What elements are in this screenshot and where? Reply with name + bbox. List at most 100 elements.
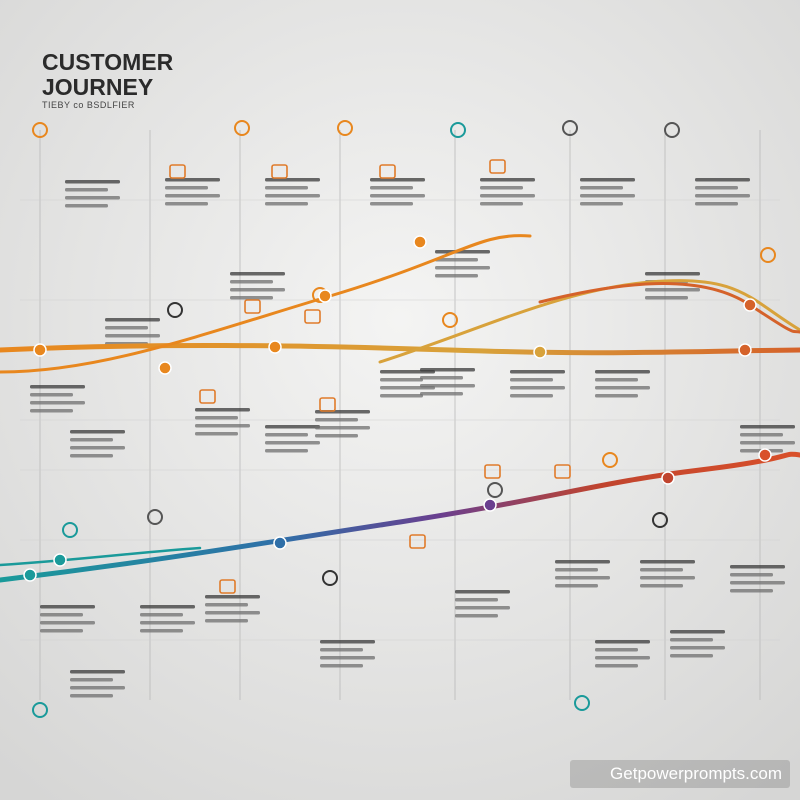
text-placeholder — [380, 378, 423, 382]
icon — [62, 522, 78, 538]
journey-line — [538, 282, 800, 334]
text-placeholder — [65, 188, 108, 192]
text-placeholder — [165, 178, 220, 182]
text-placeholder — [645, 296, 688, 300]
text-placeholder — [580, 178, 635, 182]
icon — [337, 120, 353, 136]
title-line: JOURNEY — [42, 74, 153, 100]
text-placeholder — [230, 288, 285, 292]
journey-node — [743, 298, 757, 312]
text-placeholder — [510, 394, 553, 398]
text-placeholder — [455, 590, 510, 594]
text-placeholder — [265, 202, 308, 206]
text-placeholder — [265, 425, 320, 429]
text-placeholder — [595, 386, 650, 390]
text-placeholder — [640, 560, 695, 564]
text-placeholder — [165, 186, 208, 190]
text-placeholder — [320, 640, 375, 644]
text-placeholder — [580, 194, 635, 198]
icon — [554, 464, 571, 479]
text-placeholder — [480, 202, 523, 206]
text-placeholder — [70, 670, 125, 674]
text-placeholder — [30, 409, 73, 413]
decoration — [0, 120, 800, 788]
text-placeholder — [315, 426, 370, 430]
text-placeholder — [105, 334, 160, 338]
text-placeholder — [740, 433, 783, 437]
journey-node — [23, 568, 37, 582]
text-placeholder — [230, 280, 273, 284]
journey-node — [738, 343, 752, 357]
journey-node — [758, 448, 772, 462]
text-placeholder — [195, 432, 238, 436]
text-placeholder — [30, 393, 73, 397]
text-placeholder — [315, 434, 358, 438]
text-placeholder — [40, 621, 95, 625]
text-placeholder — [480, 178, 535, 182]
icon — [484, 464, 501, 479]
text-placeholder — [195, 416, 238, 420]
journey-node — [33, 343, 47, 357]
text-placeholder — [435, 258, 478, 262]
text-placeholder — [555, 576, 610, 580]
subtitle: TIEBY co BSDLFIER — [42, 100, 135, 110]
text-placeholder — [70, 438, 113, 442]
text-placeholder — [670, 630, 725, 634]
text-placeholder — [140, 613, 183, 617]
text-placeholder — [670, 638, 713, 642]
text-placeholder — [195, 408, 250, 412]
text-placeholder — [315, 418, 358, 422]
text-placeholder — [265, 433, 308, 437]
text-placeholder — [640, 576, 695, 580]
icon — [244, 299, 261, 314]
text-placeholder — [320, 664, 363, 668]
icon — [322, 570, 338, 586]
text-placeholder — [320, 656, 375, 660]
icon — [167, 302, 183, 318]
text-placeholder — [455, 606, 510, 610]
text-placeholder — [370, 178, 425, 182]
icon — [319, 397, 336, 412]
text-placeholder — [670, 654, 713, 658]
text-placeholder — [595, 394, 638, 398]
text-placeholder — [555, 560, 610, 564]
text-placeholder — [230, 272, 285, 276]
text-placeholder — [65, 204, 108, 208]
text-placeholder — [645, 272, 700, 276]
text-placeholder — [695, 186, 738, 190]
text-placeholder — [420, 368, 475, 372]
text-placeholder — [420, 384, 475, 388]
text-placeholder — [510, 378, 553, 382]
text-placeholder — [40, 605, 95, 609]
text-placeholder — [580, 202, 623, 206]
text-placeholder — [695, 202, 738, 206]
text-placeholder — [140, 621, 195, 625]
text-placeholder — [640, 568, 683, 572]
text-placeholder — [740, 425, 795, 429]
text-placeholder — [555, 568, 598, 572]
icon — [487, 482, 503, 498]
text-placeholder — [730, 573, 773, 577]
text-placeholder — [370, 186, 413, 190]
icon — [169, 164, 186, 179]
text-placeholder — [740, 441, 795, 445]
text-placeholder — [165, 202, 208, 206]
journey-line — [0, 342, 800, 356]
text-placeholder — [645, 288, 700, 292]
text-placeholder — [580, 186, 623, 190]
watermark-shadow — [570, 760, 790, 788]
text-placeholder — [730, 565, 785, 569]
text-placeholder — [70, 694, 113, 698]
icon — [574, 695, 590, 711]
text-placeholder — [30, 385, 85, 389]
journey-node — [661, 471, 675, 485]
icon — [489, 159, 506, 174]
title-line: CUSTOMER — [42, 49, 174, 75]
text-placeholder — [595, 648, 638, 652]
text-placeholder — [40, 613, 83, 617]
text-placeholder — [435, 266, 490, 270]
journey-line — [0, 234, 532, 374]
text-placeholder — [265, 449, 308, 453]
